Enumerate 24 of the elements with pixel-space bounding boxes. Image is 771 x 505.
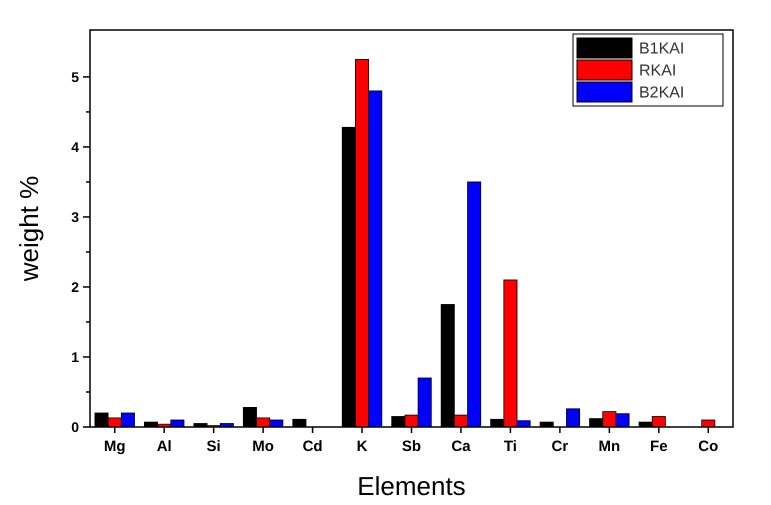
x-tick-label: Al [156,438,172,455]
x-tick-label: Cr [552,438,568,455]
x-tick-label: Mg [104,438,126,455]
x-tick-label: Co [698,438,718,455]
x-tick-label: Cd [302,438,323,455]
x-tick-label: Ca [451,438,472,455]
x-tick-label: Mo [252,438,274,455]
y-tick-label: 4 [71,138,80,155]
legend-label: B2KAI [639,84,684,102]
x-tick-label: Fe [650,438,668,455]
x-tick-label: Mn [598,438,620,455]
y-tick-label: 1 [71,348,80,365]
legend-label: RKAI [639,62,676,80]
x-tick-label: K [356,438,368,455]
y-tick-label: 0 [71,418,80,435]
x-axis-title: Elements [357,471,466,501]
x-tick-label: Sb [402,438,422,455]
y-tick-label: 2 [71,278,80,295]
x-tick-label: Ti [504,438,517,455]
x-tick-label: Si [206,438,221,455]
y-tick-label: 5 [71,68,80,85]
legend-label: B1KAI [639,40,684,58]
y-axis-title: weight % [14,176,44,282]
y-tick-label: 3 [71,208,80,225]
